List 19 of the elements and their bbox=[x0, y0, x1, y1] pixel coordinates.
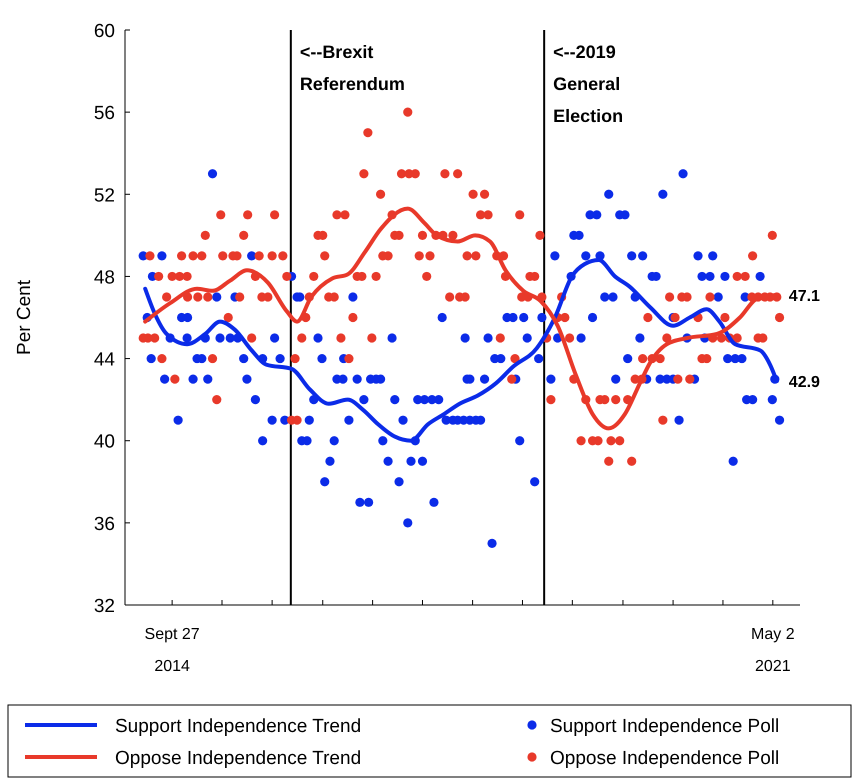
y-tick-label: 36 bbox=[94, 514, 115, 535]
y-axis-title: Per Cent bbox=[14, 279, 35, 355]
y-tick-label: 44 bbox=[94, 350, 116, 371]
y-tick-label: 48 bbox=[94, 267, 115, 288]
legend-label: Oppose Independence Trend bbox=[115, 748, 362, 769]
legend-label: Support Independence Poll bbox=[550, 716, 780, 737]
y-tick-label: 32 bbox=[94, 596, 115, 617]
x-tick-label: May 2 2021 bbox=[751, 626, 795, 675]
ref-line-label: <--Brexit Referendum bbox=[300, 42, 405, 94]
y-tick-label: 60 bbox=[94, 21, 115, 42]
y-tick-label: 52 bbox=[94, 185, 115, 206]
y-tick-label: 40 bbox=[94, 432, 115, 453]
legend-label: Oppose Independence Poll bbox=[550, 748, 780, 769]
annotation: 42.9 bbox=[788, 374, 820, 392]
annotation: 47.1 bbox=[788, 288, 820, 305]
y-tick-label: 56 bbox=[94, 103, 115, 124]
legend-label: Support Independence Trend bbox=[115, 716, 362, 737]
x-tick-label: Sept 27 2014 bbox=[144, 626, 200, 675]
ref-line-label: <--2019 General Election bbox=[553, 42, 624, 126]
